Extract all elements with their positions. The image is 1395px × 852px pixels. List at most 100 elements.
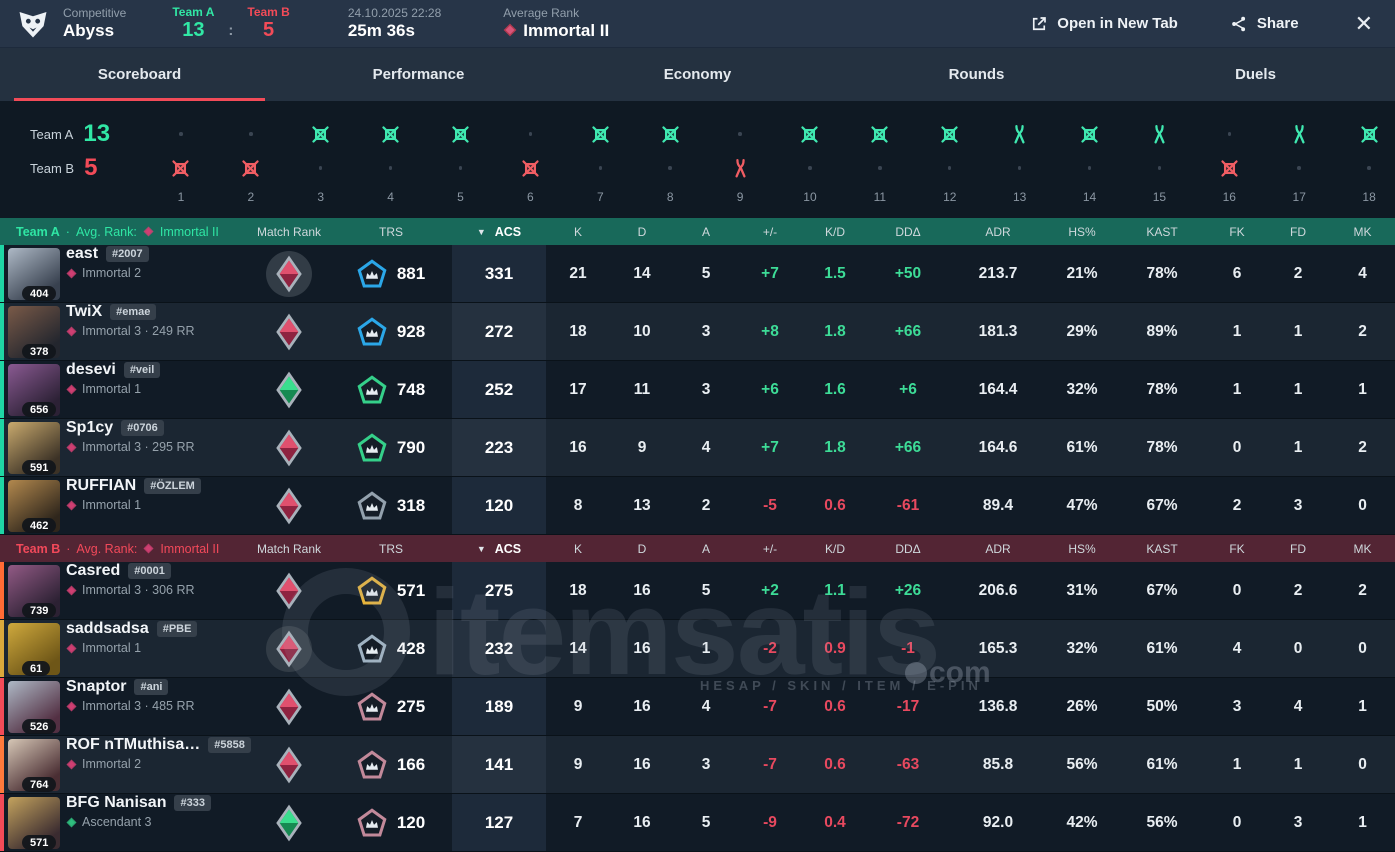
round-7-team-b xyxy=(565,151,635,185)
column-header-dd[interactable]: DDΔ xyxy=(895,541,921,556)
match-rank-cell xyxy=(248,419,330,476)
column-header-mk[interactable]: MK xyxy=(1353,224,1372,239)
team-color-stripe xyxy=(0,477,4,534)
round-dot xyxy=(458,166,463,170)
trs-value: 120 xyxy=(396,812,426,832)
player-row-casred[interactable]: 739 Casred #0001 Immortal 3 · 306 RR 571 275 1… xyxy=(0,562,1395,620)
trs-badge-icon xyxy=(357,633,387,663)
player-cell: 462 RUFFIAN #ÖZLEM Immortal 1 xyxy=(0,477,248,534)
column-header-a[interactable]: A xyxy=(701,541,710,556)
stat-pm: -9 xyxy=(763,813,777,831)
player-row-desevi[interactable]: 656 desevi #veil Immortal 1 748 252 17 11 3 +6 1.6… xyxy=(0,361,1395,419)
round-13-team-b xyxy=(985,151,1055,185)
brand-logo-icon xyxy=(19,11,47,37)
column-header-d[interactable]: D xyxy=(637,541,647,556)
column-header-[interactable]: +/- xyxy=(762,224,778,239)
player-row-rof-ntmuthisa[interactable]: 764 ROF nTMuthisa… #5858 Immortal 2 166 141 9 1… xyxy=(0,736,1395,794)
player-row-east[interactable]: 404 east #2007 Immortal 2 881 331 21 14 5 +7 1.5 +5… xyxy=(0,245,1395,303)
tab-duels[interactable]: Duels xyxy=(1235,66,1276,83)
close-button[interactable]: ✕ xyxy=(1354,10,1373,36)
player-cell: 656 desevi #veil Immortal 1 xyxy=(0,361,248,418)
column-header-trs[interactable]: TRS xyxy=(379,541,403,556)
match-rank-cell xyxy=(248,562,330,619)
column-header-kast[interactable]: KAST xyxy=(1146,224,1178,239)
round-12-team-b xyxy=(915,151,985,185)
stat-fd: 2 xyxy=(1293,581,1303,599)
player-row-saddsadsa[interactable]: 61 saddsadsa #PBE Immortal 1 428 232 14 16 1 -2 0.… xyxy=(0,620,1395,678)
column-header-fd[interactable]: FD xyxy=(1290,541,1306,556)
player-row-ruffian[interactable]: 462 RUFFIAN #ÖZLEM Immortal 1 318 120 8 13 2 -5 0.… xyxy=(0,477,1395,535)
tab-scoreboard[interactable]: Scoreboard xyxy=(0,48,279,101)
column-header-k[interactable]: K xyxy=(573,541,582,556)
scoreboard: Team A · Avg. Rank: Immortal II Match Rank TR… xyxy=(0,218,1395,852)
column-header-adr[interactable]: ADR xyxy=(985,541,1011,556)
column-header-acs[interactable]: ▼ ACS xyxy=(476,224,522,239)
column-header-hs[interactable]: HS% xyxy=(1068,224,1096,239)
player-cell: 526 Snaptor #ani Immortal 3 · 485 RR xyxy=(0,678,248,735)
column-header-k-d[interactable]: K/D xyxy=(824,541,845,556)
stat-dd: +66 xyxy=(894,322,922,340)
column-header-adr[interactable]: ADR xyxy=(985,224,1011,239)
round-9-team-b xyxy=(705,151,775,185)
open-in-new-tab-button[interactable]: Open in New Tab xyxy=(1030,15,1178,33)
player-row-snaptor[interactable]: 526 Snaptor #ani Immortal 3 · 485 RR 275 189 9… xyxy=(0,678,1395,736)
team-a-score: 13 xyxy=(182,19,205,42)
player-row-twix[interactable]: 378 TwiX #emae Immortal 3 · 249 RR 928 272 18 1… xyxy=(0,303,1395,361)
round-14-team-b xyxy=(1055,151,1125,185)
player-row-bfg-nanisan[interactable]: 571 BFG Nanisan #333 Ascendant 3 120 127 7 16 5 -… xyxy=(0,794,1395,852)
round-17: 17 xyxy=(1264,117,1334,218)
round-11-team-a xyxy=(845,117,915,151)
round-timeline: Team A 13 Team B 5 1 2 3 4 5 6 7 8 9 10 11 12 13 14 15… xyxy=(0,101,1395,218)
stat-adr: 136.8 xyxy=(978,697,1018,715)
column-header-acs[interactable]: ▼ ACS xyxy=(476,541,522,556)
round-16-team-b xyxy=(1194,151,1264,185)
column-header-mk[interactable]: MK xyxy=(1353,541,1372,556)
stat-fk: 0 xyxy=(1232,581,1242,599)
column-header-trs[interactable]: TRS xyxy=(379,224,403,239)
stat-d: 9 xyxy=(637,438,647,456)
player-name: Sp1cy xyxy=(66,419,114,436)
trs-badge-icon xyxy=(357,575,387,605)
stat-d: 16 xyxy=(633,581,651,599)
player-cell: 764 ROF nTMuthisa… #5858 Immortal 2 xyxy=(0,736,251,793)
stat-fk: 1 xyxy=(1232,322,1242,340)
column-header-k-d[interactable]: K/D xyxy=(824,224,845,239)
team-b-score: 5 xyxy=(263,19,275,42)
column-header-kast[interactable]: KAST xyxy=(1146,541,1178,556)
round-5-team-b xyxy=(426,151,496,185)
column-header-k[interactable]: K xyxy=(573,224,582,239)
tab-rounds[interactable]: Rounds xyxy=(948,66,1005,83)
average-rank-label: Average Rank xyxy=(503,5,580,20)
trs-cell: 571 xyxy=(330,575,452,606)
column-header-[interactable]: +/- xyxy=(762,541,778,556)
team-color-stripe xyxy=(0,419,4,476)
elimination-icon xyxy=(242,159,259,177)
player-name: ROF nTMuthisa… xyxy=(66,736,201,753)
column-header-d[interactable]: D xyxy=(637,224,647,239)
stat-hs: 42% xyxy=(1066,813,1098,831)
tab-economy[interactable]: Economy xyxy=(663,66,732,83)
column-header-fk[interactable]: FK xyxy=(1229,541,1245,556)
match-rank-cell xyxy=(248,245,330,302)
column-header-fd[interactable]: FD xyxy=(1290,224,1306,239)
share-button[interactable]: Share xyxy=(1230,15,1299,33)
column-header-match-rank[interactable]: Match Rank xyxy=(256,224,322,239)
round-8-team-a xyxy=(635,117,705,151)
tab-performance[interactable]: Performance xyxy=(372,66,465,83)
player-name: RUFFIAN xyxy=(66,477,137,494)
stat-k: 7 xyxy=(573,813,583,831)
average-rank-value: Immortal II xyxy=(523,20,610,40)
stat-fd: 2 xyxy=(1293,264,1303,282)
column-header-hs[interactable]: HS% xyxy=(1068,541,1096,556)
player-name: Casred xyxy=(66,562,121,579)
round-dot xyxy=(388,166,393,170)
player-row-sp1cy[interactable]: 591 Sp1cy #0706 Immortal 3 · 295 RR 790 223 16… xyxy=(0,419,1395,477)
trs-badge-icon xyxy=(357,807,387,837)
column-header-fk[interactable]: FK xyxy=(1229,224,1245,239)
column-header-match-rank[interactable]: Match Rank xyxy=(256,541,322,556)
elimination-icon xyxy=(522,159,539,177)
column-header-a[interactable]: A xyxy=(701,224,710,239)
round-14-team-a xyxy=(1055,117,1125,151)
elimination-icon xyxy=(592,125,609,143)
column-header-dd[interactable]: DDΔ xyxy=(895,224,921,239)
